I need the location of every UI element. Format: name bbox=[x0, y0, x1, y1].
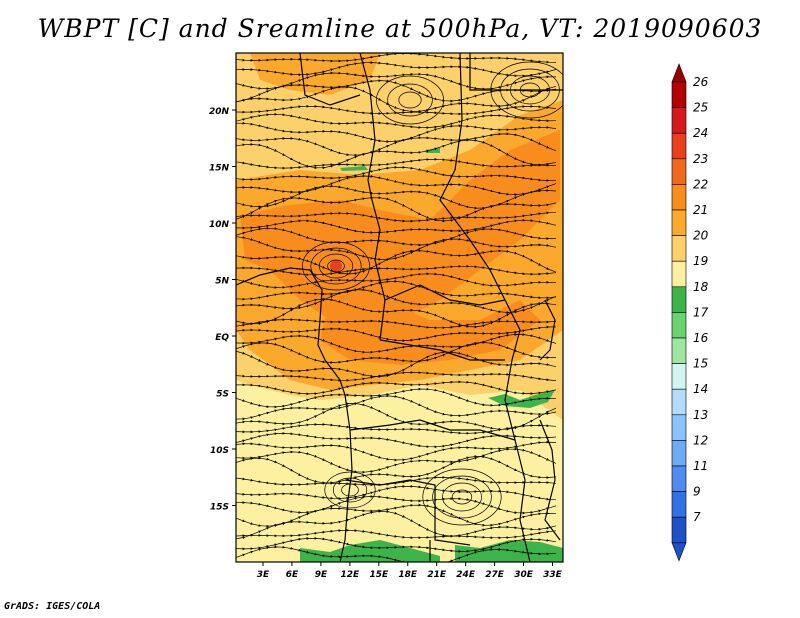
colorbar-swatch bbox=[671, 312, 687, 339]
lat-label: 15S bbox=[210, 503, 229, 513]
streamline-vortex bbox=[310, 247, 362, 285]
colorbar-swatch bbox=[671, 184, 687, 211]
lon-label: 33E bbox=[543, 570, 563, 580]
colorbar: 26 25 24 23 22 21 20 19 18 17 16 15 14 13 12 11 9 7 bbox=[671, 63, 709, 562]
streamline bbox=[236, 423, 557, 435]
streamline bbox=[236, 509, 557, 540]
colorbar-bottom-arrow bbox=[671, 542, 687, 562]
colorbar-label: 16 bbox=[693, 331, 709, 345]
streamline-vortex bbox=[442, 482, 482, 512]
colorbar-top-arrow bbox=[671, 63, 687, 83]
colorbar-swatch bbox=[671, 132, 687, 160]
streamline bbox=[236, 545, 557, 562]
colorbar-label: 14 bbox=[693, 382, 708, 396]
streamline-vortex bbox=[387, 83, 433, 117]
streamline-vortex bbox=[324, 471, 376, 509]
lon-label: 9E bbox=[315, 570, 328, 580]
colorbar-label: 13 bbox=[693, 408, 708, 422]
colorbar-swatch bbox=[671, 363, 687, 390]
lat-label: 10S bbox=[210, 446, 229, 456]
streamline-vortex bbox=[422, 468, 502, 526]
lon-label: 30E bbox=[514, 570, 534, 580]
streamline bbox=[236, 371, 557, 382]
colorbar-label: 11 bbox=[693, 459, 708, 473]
colorbar-swatch bbox=[671, 516, 687, 544]
colorbar-swatch bbox=[671, 465, 687, 492]
streamline bbox=[236, 53, 557, 64]
lon-label: 3E bbox=[257, 570, 270, 580]
streamline-vortex bbox=[398, 91, 422, 109]
colorbar-swatch bbox=[671, 414, 687, 441]
streamline bbox=[236, 297, 557, 329]
streamline-vortex bbox=[376, 75, 444, 125]
colorbar-label: 17 bbox=[693, 305, 709, 319]
wbpt-field-23c-cell bbox=[330, 260, 342, 272]
map-title: WBPT [C] and Sreamline at 500hPa, VT: 20… bbox=[37, 14, 763, 43]
country-borders bbox=[236, 53, 563, 562]
colorbar-label: 18 bbox=[693, 280, 709, 294]
colorbar-label: 25 bbox=[693, 101, 708, 115]
colorbar-swatch bbox=[671, 209, 687, 236]
lat-label: 15N bbox=[209, 164, 230, 174]
colorbar-label: 9 bbox=[693, 485, 701, 499]
lon-label: 18E bbox=[398, 570, 418, 580]
lat-label: 20N bbox=[209, 107, 230, 117]
streamline-vortex bbox=[432, 475, 492, 519]
lon-label: 15E bbox=[369, 570, 389, 580]
lat-label: 5N bbox=[215, 277, 229, 287]
streamline bbox=[236, 196, 557, 223]
streamline-vortex bbox=[318, 253, 354, 279]
colorbar-label: 20 bbox=[693, 229, 709, 243]
colorbar-label: 24 bbox=[693, 126, 708, 140]
colorbar-swatch bbox=[671, 491, 687, 518]
streamline bbox=[236, 318, 557, 330]
footer-credit: GrADS: IGES/COLA bbox=[4, 601, 101, 612]
colorbar-swatch bbox=[671, 388, 687, 416]
streamline bbox=[236, 475, 557, 487]
streamline-vortex bbox=[332, 477, 368, 503]
streamline bbox=[236, 249, 557, 276]
streamline-vortex bbox=[451, 489, 473, 505]
streamline bbox=[236, 455, 557, 485]
streamline-vortex bbox=[327, 259, 345, 273]
lon-label: 21E bbox=[427, 570, 447, 580]
colorbar-swatch bbox=[671, 235, 687, 262]
colorbar-swatch bbox=[671, 158, 687, 185]
lat-label: 5S bbox=[216, 390, 229, 400]
lon-label: 24E bbox=[456, 570, 476, 580]
colorbar-label: 23 bbox=[693, 152, 708, 166]
colorbar-swatch bbox=[671, 107, 687, 134]
colorbar-label: 12 bbox=[693, 433, 708, 447]
map-frame bbox=[235, 52, 564, 563]
colorbar-label: 21 bbox=[693, 203, 708, 217]
streamlines bbox=[236, 53, 563, 562]
streamline-vortex bbox=[302, 241, 370, 291]
colorbar-label: 22 bbox=[693, 177, 708, 191]
lon-label: 27E bbox=[485, 570, 505, 580]
colorbar-swatch bbox=[671, 337, 687, 364]
colorbar-label: 19 bbox=[693, 254, 708, 268]
colorbar-label: 26 bbox=[693, 75, 709, 89]
map-plot-area bbox=[236, 53, 563, 562]
colorbar-label: 7 bbox=[693, 510, 701, 524]
lon-label: 12E bbox=[341, 570, 361, 580]
lat-label: 10N bbox=[209, 220, 230, 230]
streamline bbox=[236, 484, 557, 501]
colorbar-label: 15 bbox=[693, 357, 708, 371]
map-axes: 20N 15N 10N 5N EQ 5S 10S 15S 3E 6E 9E 12E 15E 18E 21E 2… bbox=[209, 107, 563, 580]
colorbar-swatch bbox=[671, 81, 687, 108]
colorbar-swatch bbox=[671, 440, 687, 467]
colorbar-swatch bbox=[671, 286, 687, 313]
lat-label: EQ bbox=[215, 333, 229, 343]
lon-label: 6E bbox=[286, 570, 299, 580]
colorbar-swatch bbox=[671, 260, 687, 288]
